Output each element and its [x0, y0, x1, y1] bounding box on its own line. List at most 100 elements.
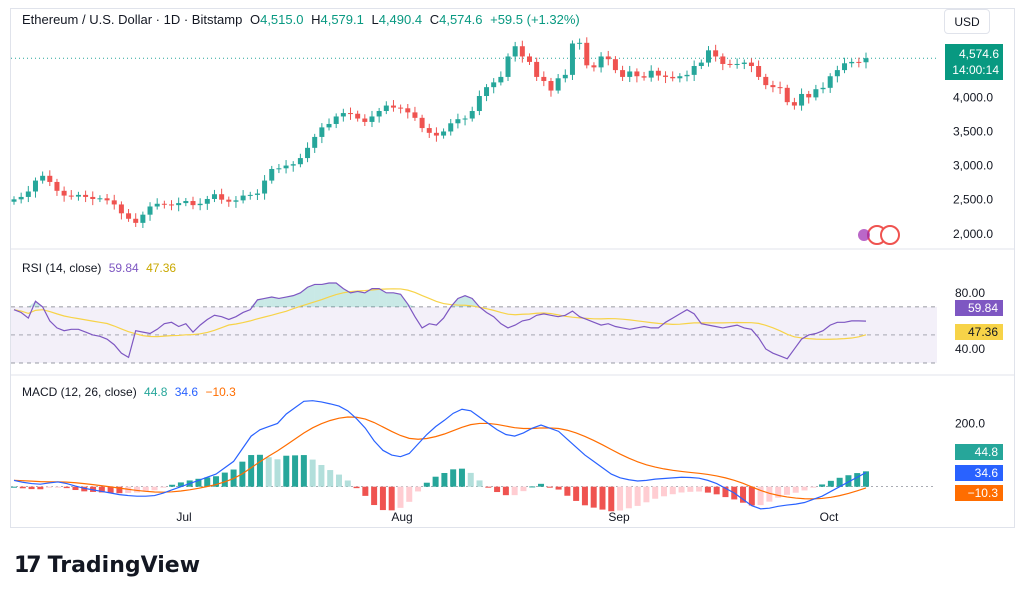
rsi-overbought-fill: [329, 283, 337, 307]
macd-histogram-bar: [801, 486, 808, 491]
macd-histogram-bar: [98, 486, 105, 493]
time-axis-tick: Sep: [608, 510, 630, 524]
macd-histogram-bar: [643, 486, 650, 503]
candle-body: [763, 76, 769, 86]
candle-body: [204, 198, 210, 204]
candle-body: [526, 56, 532, 62]
candle-body: [627, 71, 633, 77]
rsi-overbought-fill: [465, 295, 473, 307]
candle-body: [849, 61, 855, 64]
macd-histogram-bar: [28, 486, 35, 490]
macd-histogram-bar: [494, 486, 501, 493]
candle-body: [641, 76, 647, 78]
candle-body: [534, 61, 540, 77]
symbol-name[interactable]: Ethereum / U.S. Dollar · 1D · Bitstamp: [22, 12, 243, 27]
rsi-overbought-fill: [379, 288, 387, 307]
macd-histogram-bar: [335, 474, 342, 487]
candle-body: [362, 118, 368, 122]
macd-histogram-bar: [590, 486, 597, 508]
candle-body: [720, 56, 726, 64]
macd-histogram-bar: [696, 486, 703, 492]
macd-title: MACD (12, 26, close) 44.8 34.6 −10.3: [22, 385, 240, 399]
macd-histogram-bar: [300, 455, 307, 487]
macd-histogram-bar: [46, 486, 53, 488]
rsi-overbought-fill: [278, 297, 287, 307]
candle-body: [856, 61, 862, 63]
price-axis-tick: 2,500.0: [953, 193, 993, 207]
candle-body: [648, 70, 654, 78]
rsi-overbought-fill: [457, 295, 466, 307]
candle-body: [118, 204, 124, 214]
rsi-overbought-fill: [286, 295, 294, 307]
candle-body: [448, 123, 454, 132]
candle-body: [476, 96, 482, 112]
candle-body: [47, 175, 53, 182]
rsi-overbought-fill: [336, 283, 344, 307]
candle-body: [577, 42, 583, 44]
candle-body: [254, 193, 260, 195]
price-axis-tick: 2,000.0: [953, 227, 993, 241]
candle-body: [240, 195, 246, 201]
candle-body: [684, 74, 690, 77]
candle-body: [340, 113, 346, 117]
macd-histogram-bar: [511, 486, 518, 496]
candle-body: [791, 102, 797, 106]
macd-histogram-bar: [458, 468, 465, 487]
candle-body: [484, 87, 490, 97]
candle-body: [305, 147, 311, 159]
candle-body: [441, 131, 447, 136]
macd-histogram-bar: [265, 457, 272, 487]
candle-body: [398, 107, 404, 109]
macd-histogram-bar: [599, 486, 606, 510]
macd-label[interactable]: MACD (12, 26, close): [22, 385, 137, 399]
signal-line: [13, 416, 867, 500]
macd-histogram-bar: [792, 486, 799, 493]
rsi-overbought-fill: [350, 291, 358, 307]
candle-body: [319, 127, 325, 137]
time-axis-tick: Aug: [391, 510, 412, 524]
candle-body: [419, 117, 425, 129]
rsi-label[interactable]: RSI (14, close): [22, 261, 102, 275]
macd-histogram-bar: [318, 464, 325, 487]
candle-body: [691, 66, 697, 75]
tradingview-logo[interactable]: 17 TradingView: [14, 553, 200, 578]
candle-body: [842, 63, 848, 71]
rsi-overbought-fill: [393, 292, 401, 307]
last-price: 4,574.6: [958, 47, 999, 61]
candle-body: [591, 65, 597, 68]
macd-histogram-bar: [546, 486, 553, 488]
candle-body: [741, 62, 747, 64]
candle-body: [620, 70, 626, 77]
currency-button[interactable]: USD: [944, 9, 990, 34]
candle-body: [226, 199, 232, 202]
macd-histogram-bar: [529, 486, 536, 488]
high-label: H: [311, 12, 321, 27]
rsi-overbought-fill: [257, 298, 265, 307]
macd-histogram-bar: [748, 486, 755, 506]
candle-body: [713, 50, 719, 57]
macd-histogram-bar: [415, 486, 422, 492]
candle-body: [276, 168, 282, 170]
candle-body: [412, 112, 418, 118]
macd-histogram-bar: [256, 454, 263, 487]
candle-body: [40, 175, 46, 181]
candle-body: [834, 70, 840, 77]
macd-histogram-bar: [775, 486, 782, 498]
macd-histogram-bar: [634, 486, 641, 506]
candle-body: [548, 81, 554, 91]
macd-value-badge: 44.8: [955, 444, 1003, 460]
candle-body: [569, 43, 575, 75]
candle-body: [455, 119, 461, 124]
candle-body: [663, 75, 669, 77]
macd-histogram-bar: [63, 486, 70, 489]
candle-body: [512, 46, 518, 57]
macd-histogram-bar: [722, 486, 729, 498]
rsi-value-badge: 59.84: [955, 300, 1003, 316]
macd-value: 44.8: [144, 385, 168, 399]
close-value: 4,574.6: [439, 12, 483, 27]
macd-histogram-bar: [617, 486, 624, 511]
open-label: O: [249, 12, 261, 27]
macd-histogram-bar: [836, 477, 843, 487]
macd-histogram-bar: [485, 486, 492, 488]
